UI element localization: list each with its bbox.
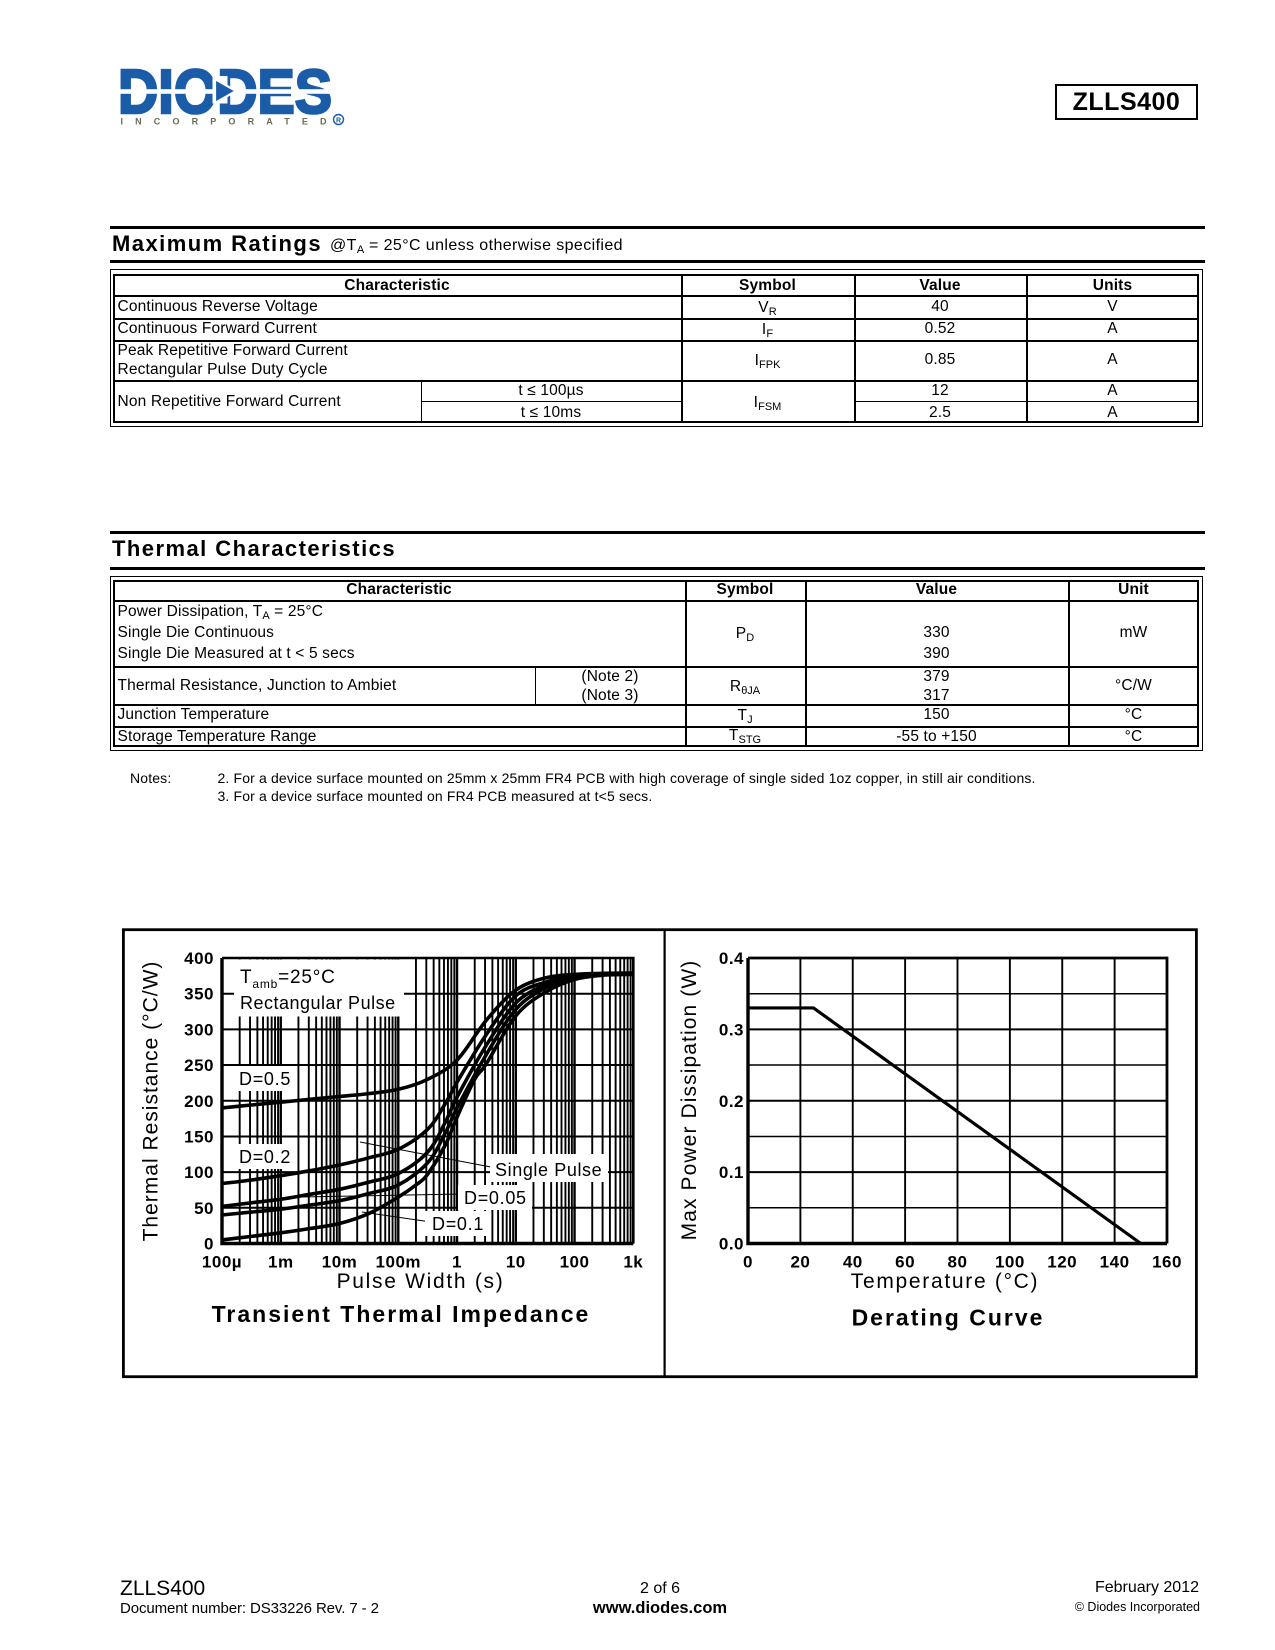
svg-text:0.3: 0.3 (719, 1020, 744, 1039)
svg-text:Thermal Resistance (°C/W): Thermal Resistance (°C/W) (140, 961, 163, 1242)
svg-text:0.2: 0.2 (719, 1092, 744, 1111)
svg-text:160: 160 (1152, 1253, 1182, 1272)
svg-text:80: 80 (948, 1253, 968, 1272)
svg-text:200: 200 (184, 1092, 214, 1111)
svg-text:10m: 10m (322, 1253, 358, 1272)
svg-text:D=0.05: D=0.05 (464, 1188, 527, 1208)
svg-text:Pulse Width (s): Pulse Width (s) (337, 1270, 505, 1293)
svg-text:D=0.2: D=0.2 (239, 1147, 291, 1167)
svg-text:100: 100 (560, 1253, 590, 1272)
svg-text:D=0.5: D=0.5 (239, 1069, 291, 1089)
svg-text:100: 100 (995, 1253, 1025, 1272)
svg-text:R: R (336, 118, 341, 125)
svg-text:D=0.1: D=0.1 (432, 1214, 484, 1234)
svg-text:120: 120 (1047, 1253, 1077, 1272)
svg-text:0.4: 0.4 (719, 949, 744, 968)
svg-text:Rectangular Pulse: Rectangular Pulse (240, 993, 396, 1013)
svg-text:1k: 1k (623, 1253, 643, 1272)
svg-text:250: 250 (184, 1056, 214, 1075)
svg-text:Transient Thermal Impedance: Transient Thermal Impedance (212, 1301, 591, 1327)
svg-text:50: 50 (194, 1199, 214, 1218)
svg-text:10: 10 (506, 1253, 526, 1272)
svg-text:400: 400 (184, 949, 214, 968)
svg-text:300: 300 (184, 1020, 214, 1039)
svg-text:140: 140 (1100, 1253, 1130, 1272)
svg-text:Max Power Dissipation (W): Max Power Dissipation (W) (678, 960, 701, 1241)
svg-text:40: 40 (843, 1253, 863, 1272)
svg-text:1: 1 (452, 1253, 462, 1272)
svg-text:100: 100 (184, 1163, 214, 1182)
svg-text:1m: 1m (268, 1253, 294, 1272)
svg-text:0.0: 0.0 (719, 1235, 744, 1254)
svg-text:Temperature (°C): Temperature (°C) (851, 1270, 1039, 1293)
svg-text:350: 350 (184, 985, 214, 1004)
svg-text:20: 20 (790, 1253, 810, 1272)
svg-text:Single Pulse: Single Pulse (495, 1160, 602, 1180)
svg-text:100µ: 100µ (202, 1253, 242, 1272)
svg-text:0: 0 (743, 1253, 753, 1272)
svg-text:Derating Curve: Derating Curve (852, 1305, 1045, 1331)
svg-text:150: 150 (184, 1127, 214, 1146)
svg-text:0: 0 (204, 1235, 214, 1254)
svg-text:60: 60 (895, 1253, 915, 1272)
svg-text:0.1: 0.1 (719, 1163, 744, 1182)
svg-text:100m: 100m (376, 1253, 421, 1272)
